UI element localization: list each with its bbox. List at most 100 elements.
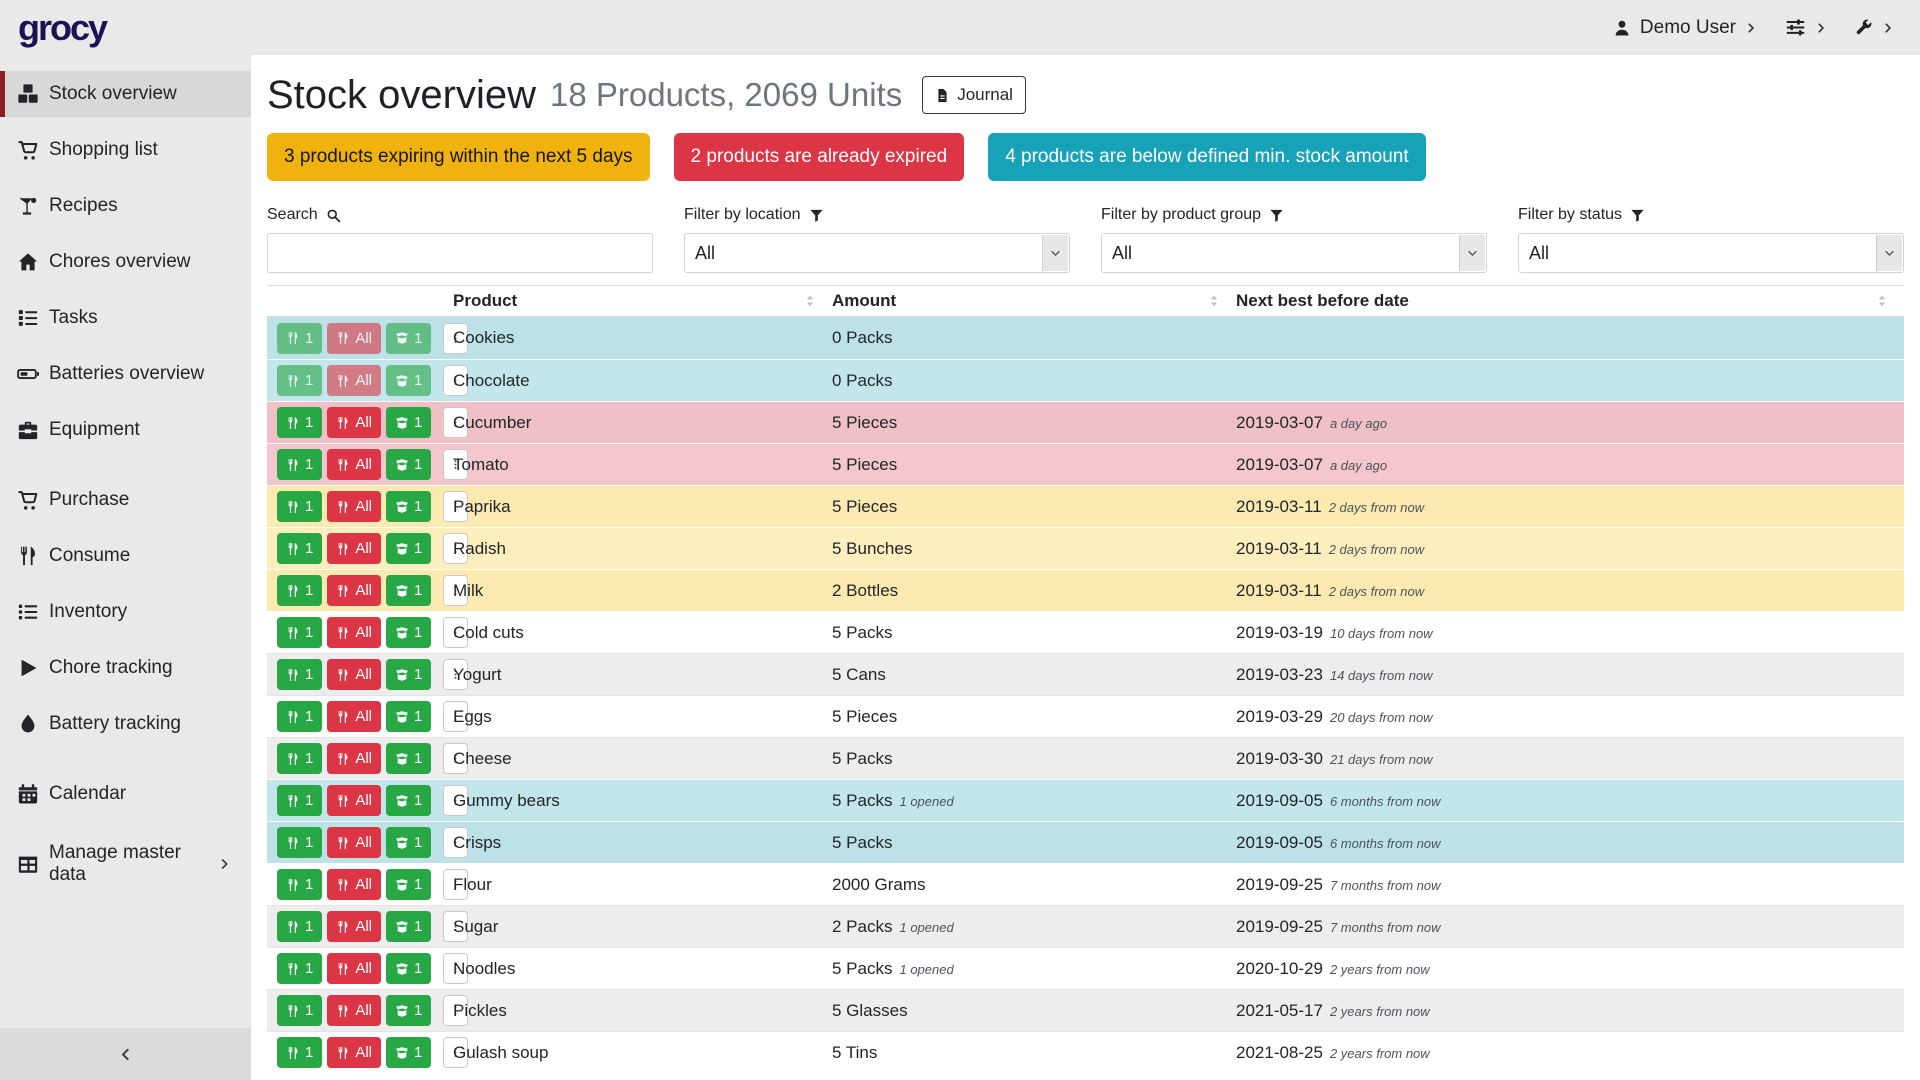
consume-one-button[interactable]: 1	[277, 953, 323, 984]
sidebar-item-chores-overview[interactable]: Chores overview	[0, 239, 251, 285]
consume-one-button[interactable]: 1	[277, 449, 323, 480]
sidebar-item-batteries-overview[interactable]: Batteries overview	[0, 351, 251, 397]
sidebar-item-stock-overview[interactable]: Stock overview	[0, 71, 251, 117]
expiring-alert[interactable]: 3 products expiring within the next 5 da…	[267, 133, 650, 181]
row-menu-button[interactable]	[443, 911, 469, 942]
consume-all-button[interactable]: All	[327, 575, 382, 606]
consume-all-button[interactable]: All	[327, 1037, 382, 1068]
sidebar-item-calendar[interactable]: Calendar	[0, 771, 251, 817]
sidebar-item-tasks[interactable]: Tasks	[0, 295, 251, 341]
open-one-button[interactable]: 1	[386, 953, 432, 984]
consume-all-button[interactable]: All	[327, 995, 382, 1026]
location-select[interactable]: All	[685, 234, 1069, 272]
consume-all-button[interactable]: All	[327, 827, 382, 858]
consume-all-button[interactable]: All	[327, 407, 382, 438]
consume-all-button[interactable]: All	[327, 785, 382, 816]
row-menu-button[interactable]	[443, 785, 469, 816]
sidebar-item-manage-master-data[interactable]: Manage master data	[0, 841, 251, 887]
consume-all-button[interactable]: All	[327, 365, 382, 396]
column-header-product[interactable]: Product	[453, 291, 832, 311]
row-menu-button[interactable]	[443, 449, 469, 480]
open-one-button[interactable]: 1	[386, 659, 432, 690]
row-menu-button[interactable]	[443, 701, 469, 732]
row-menu-button[interactable]	[443, 827, 469, 858]
consume-one-button[interactable]: 1	[277, 491, 323, 522]
sidebar-item-chore-tracking[interactable]: Chore tracking	[0, 645, 251, 691]
open-one-button[interactable]: 1	[386, 322, 432, 354]
user-menu[interactable]: Demo User	[1613, 17, 1757, 39]
open-one-button[interactable]: 1	[386, 827, 432, 858]
row-menu-button[interactable]	[443, 869, 469, 900]
sidebar-item-shopping-list[interactable]: Shopping list	[0, 127, 251, 173]
admin-menu[interactable]	[1855, 19, 1894, 37]
sidebar-collapse-button[interactable]	[0, 1028, 251, 1080]
consume-one-button[interactable]: 1	[277, 322, 323, 354]
row-menu-button[interactable]	[443, 575, 469, 606]
row-menu-button[interactable]	[443, 1037, 469, 1068]
consume-one-button[interactable]: 1	[277, 407, 323, 438]
open-one-button[interactable]: 1	[386, 491, 432, 522]
open-one-button[interactable]: 1	[386, 533, 432, 564]
product-group-select[interactable]: All	[1102, 234, 1486, 272]
sidebar-item-purchase[interactable]: Purchase	[0, 477, 251, 523]
consume-all-button[interactable]: All	[327, 701, 382, 732]
open-one-button[interactable]: 1	[386, 701, 432, 732]
row-menu-button[interactable]	[443, 953, 469, 984]
app-logo[interactable]: grocy	[18, 6, 108, 48]
consume-one-button[interactable]: 1	[277, 701, 323, 732]
open-one-button[interactable]: 1	[386, 995, 432, 1026]
consume-one-button[interactable]: 1	[277, 911, 323, 942]
below-min-stock-alert[interactable]: 4 products are below defined min. stock …	[988, 133, 1426, 181]
consume-all-button[interactable]: All	[327, 617, 382, 648]
consume-one-button[interactable]: 1	[277, 743, 323, 774]
row-menu-button[interactable]	[443, 617, 469, 648]
column-header-amount[interactable]: Amount	[832, 291, 1236, 311]
consume-one-button[interactable]: 1	[277, 995, 323, 1026]
consume-all-button[interactable]: All	[327, 869, 382, 900]
expired-alert[interactable]: 2 products are already expired	[673, 133, 965, 181]
open-one-button[interactable]: 1	[386, 911, 432, 942]
open-one-button[interactable]: 1	[386, 869, 432, 900]
sidebar-item-consume[interactable]: Consume	[0, 533, 251, 579]
search-input[interactable]	[267, 233, 653, 273]
consume-all-button[interactable]: All	[327, 911, 382, 942]
open-one-button[interactable]: 1	[386, 1037, 432, 1068]
consume-all-button[interactable]: All	[327, 659, 382, 690]
consume-one-button[interactable]: 1	[277, 1037, 323, 1068]
consume-one-button[interactable]: 1	[277, 533, 323, 564]
open-one-button[interactable]: 1	[386, 407, 432, 438]
open-one-button[interactable]: 1	[386, 743, 432, 774]
row-menu-button[interactable]	[443, 995, 469, 1026]
sidebar-item-battery-tracking[interactable]: Battery tracking	[0, 701, 251, 747]
row-menu-button[interactable]	[443, 491, 469, 522]
consume-all-button[interactable]: All	[327, 953, 382, 984]
open-one-button[interactable]: 1	[386, 365, 432, 396]
row-menu-button[interactable]	[443, 743, 469, 774]
settings-menu[interactable]	[1785, 17, 1827, 38]
consume-all-button[interactable]: All	[327, 322, 382, 354]
consume-all-button[interactable]: All	[327, 533, 382, 564]
consume-all-button[interactable]: All	[327, 491, 382, 522]
row-menu-button[interactable]	[443, 365, 469, 396]
sidebar-item-recipes[interactable]: Recipes	[0, 183, 251, 229]
consume-all-button[interactable]: All	[327, 743, 382, 774]
sidebar-item-inventory[interactable]: Inventory	[0, 589, 251, 635]
consume-one-button[interactable]: 1	[277, 617, 323, 648]
row-menu-button[interactable]	[443, 322, 469, 354]
consume-one-button[interactable]: 1	[277, 869, 323, 900]
open-one-button[interactable]: 1	[386, 617, 432, 648]
consume-one-button[interactable]: 1	[277, 827, 323, 858]
consume-one-button[interactable]: 1	[277, 365, 323, 396]
journal-button[interactable]: Journal	[922, 76, 1026, 114]
consume-one-button[interactable]: 1	[277, 575, 323, 606]
open-one-button[interactable]: 1	[386, 785, 432, 816]
row-menu-button[interactable]	[443, 659, 469, 690]
open-one-button[interactable]: 1	[386, 575, 432, 606]
sidebar-item-equipment[interactable]: Equipment	[0, 407, 251, 453]
status-select[interactable]: All	[1519, 234, 1903, 272]
consume-one-button[interactable]: 1	[277, 785, 323, 816]
row-menu-button[interactable]	[443, 533, 469, 564]
consume-all-button[interactable]: All	[327, 449, 382, 480]
row-menu-button[interactable]	[443, 407, 469, 438]
column-header-best-before[interactable]: Next best before date	[1236, 291, 1904, 311]
